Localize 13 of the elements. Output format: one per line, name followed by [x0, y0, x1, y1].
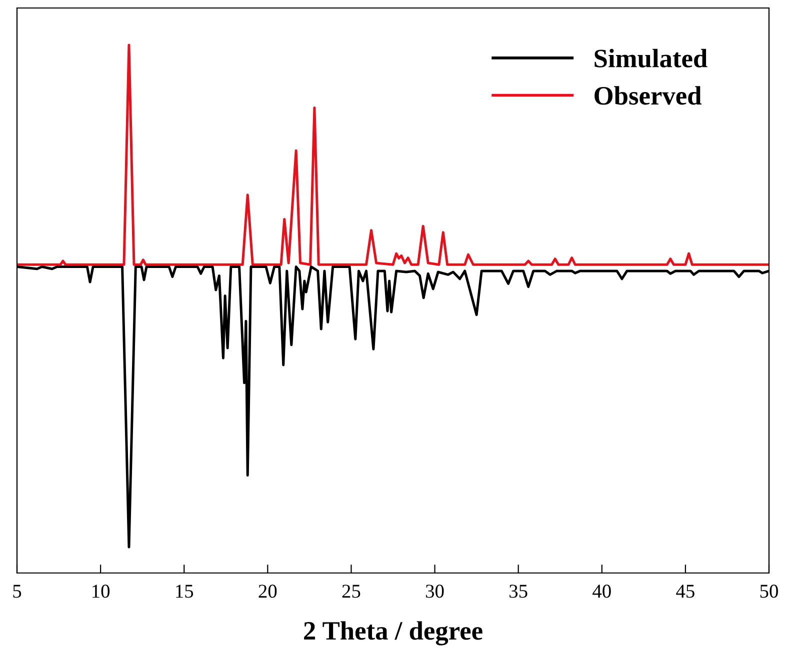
x-tick-label: 25: [342, 584, 360, 598]
legend-label: Simulated: [594, 48, 708, 68]
x-tick-label: 20: [258, 584, 277, 598]
x-axis-title: 2 Theta / degree: [304, 621, 482, 646]
x-tick-label: 30: [426, 584, 444, 598]
x-tick-label: 35: [510, 584, 528, 598]
x-tick-label: 40: [592, 584, 611, 598]
x-tick-label: 15: [176, 584, 194, 598]
x-tick-label: 5: [13, 584, 22, 598]
x-tick-label: 45: [676, 584, 694, 598]
x-tick-label: 10: [92, 584, 110, 598]
legend-label: Observed: [594, 86, 702, 105]
x-tick-label: 50: [760, 584, 778, 598]
